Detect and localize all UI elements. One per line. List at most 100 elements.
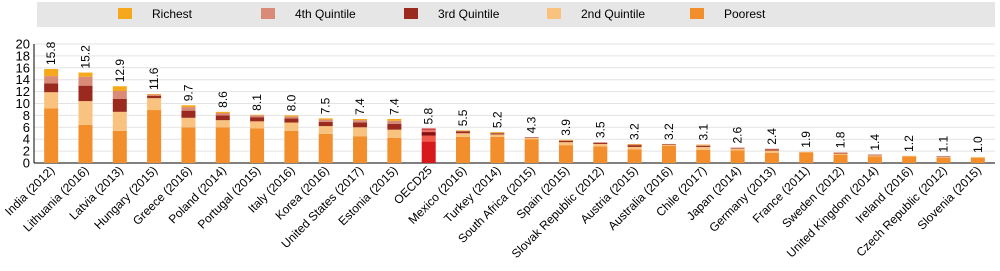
bar-segment bbox=[181, 117, 196, 128]
bar-segment bbox=[421, 135, 436, 142]
total-label: 11.6 bbox=[147, 67, 161, 90]
bar-segment bbox=[78, 101, 93, 125]
total-label: 1.2 bbox=[902, 135, 916, 152]
bar-segment bbox=[730, 150, 745, 163]
bar-segment bbox=[524, 137, 539, 139]
y-tick-label: 8 bbox=[23, 108, 30, 123]
bar-segment bbox=[250, 115, 265, 118]
bar-segment bbox=[215, 127, 230, 163]
bar-segment bbox=[558, 142, 573, 146]
bar-segment bbox=[215, 120, 230, 128]
bar-segment bbox=[284, 118, 299, 123]
bar-segment bbox=[353, 118, 368, 121]
legend-label: 4th Quintile bbox=[295, 7, 356, 21]
bar-segment bbox=[112, 91, 127, 99]
total-label: 3.2 bbox=[628, 123, 642, 140]
bar-segment bbox=[936, 156, 951, 158]
bar-segment bbox=[833, 152, 848, 154]
bar-segment bbox=[764, 148, 779, 150]
total-label: 7.5 bbox=[319, 97, 333, 114]
bar-segment bbox=[250, 117, 265, 122]
bar-segment bbox=[421, 141, 436, 163]
bar-segment bbox=[318, 121, 333, 127]
total-label: 1.4 bbox=[868, 134, 882, 151]
bar-segment bbox=[284, 116, 299, 119]
total-label: 5.5 bbox=[456, 109, 470, 126]
bar-segment bbox=[696, 146, 711, 150]
total-label: 9.7 bbox=[181, 84, 195, 101]
bar-segment bbox=[215, 111, 230, 114]
legend-swatch bbox=[690, 8, 704, 19]
bar-segment bbox=[78, 124, 93, 163]
bar-segment bbox=[421, 132, 436, 136]
y-tick-label: 12 bbox=[16, 84, 30, 99]
total-label: 1.9 bbox=[799, 131, 813, 148]
y-tick-label: 18 bbox=[16, 48, 30, 63]
bar-segment bbox=[78, 72, 93, 77]
bar-segment bbox=[936, 157, 951, 158]
legend-swatch bbox=[404, 8, 418, 19]
bar-segment bbox=[456, 131, 471, 134]
legend-swatch bbox=[547, 8, 561, 19]
legend-swatch bbox=[261, 8, 275, 19]
bar-segment bbox=[524, 139, 539, 163]
total-label: 2.4 bbox=[765, 128, 779, 145]
total-label: 7.4 bbox=[353, 98, 367, 115]
bar-segment bbox=[215, 115, 230, 121]
bar-segment bbox=[696, 144, 711, 146]
legend-label: Richest bbox=[152, 7, 193, 21]
bar-segment bbox=[147, 93, 162, 95]
total-label: 12.9 bbox=[113, 59, 127, 83]
bar-segment bbox=[558, 140, 573, 141]
bar-segment bbox=[764, 150, 779, 153]
legend-label: 2nd Quintile bbox=[581, 7, 645, 21]
bar-segment bbox=[730, 147, 745, 149]
bar-segment bbox=[147, 94, 162, 96]
legend-label: 3rd Quintile bbox=[438, 7, 500, 21]
bar-segment bbox=[284, 130, 299, 163]
bar-segment bbox=[867, 155, 882, 157]
total-label: 4.3 bbox=[525, 116, 539, 133]
bar-segment bbox=[696, 145, 711, 147]
y-tick-label: 4 bbox=[23, 132, 30, 147]
bar-segment bbox=[387, 120, 402, 124]
bar-segment bbox=[387, 138, 402, 163]
bar-segment bbox=[696, 149, 711, 163]
bar-segment bbox=[456, 133, 471, 137]
bar-segment bbox=[558, 139, 573, 141]
bar-segment bbox=[181, 110, 196, 118]
total-label: 8.1 bbox=[250, 94, 264, 111]
bar-segment bbox=[147, 98, 162, 111]
bar-segment bbox=[318, 119, 333, 122]
bar-segment bbox=[867, 156, 882, 163]
total-label: 5.8 bbox=[422, 107, 436, 124]
bar-segment bbox=[970, 157, 985, 163]
legend-label: Poorest bbox=[724, 7, 766, 21]
bar-segment bbox=[833, 154, 848, 163]
total-label: 15.2 bbox=[78, 45, 92, 69]
bar-segment bbox=[902, 155, 917, 157]
y-tick-label: 14 bbox=[16, 72, 30, 87]
bar-segment bbox=[250, 121, 265, 129]
bar-segment bbox=[593, 146, 608, 163]
bar-segment bbox=[627, 144, 642, 146]
total-label: 1.0 bbox=[971, 136, 985, 153]
bar-segment bbox=[44, 68, 59, 77]
bar-segment bbox=[490, 134, 505, 137]
bar-segment bbox=[387, 123, 402, 130]
bar-segment bbox=[627, 149, 642, 163]
bar-segment bbox=[456, 130, 471, 132]
bar-segment bbox=[112, 98, 127, 112]
bar-segment bbox=[353, 136, 368, 163]
bar-segment bbox=[387, 118, 402, 121]
bar-segment bbox=[593, 143, 608, 147]
legend-swatch bbox=[118, 8, 132, 19]
total-label: 7.4 bbox=[387, 98, 401, 115]
total-label: 2.6 bbox=[731, 127, 745, 144]
bar-segment bbox=[730, 148, 745, 151]
bar-segment bbox=[250, 114, 265, 116]
bar-segment bbox=[902, 156, 917, 163]
bar-segment bbox=[936, 157, 951, 163]
bar-segment bbox=[490, 132, 505, 133]
